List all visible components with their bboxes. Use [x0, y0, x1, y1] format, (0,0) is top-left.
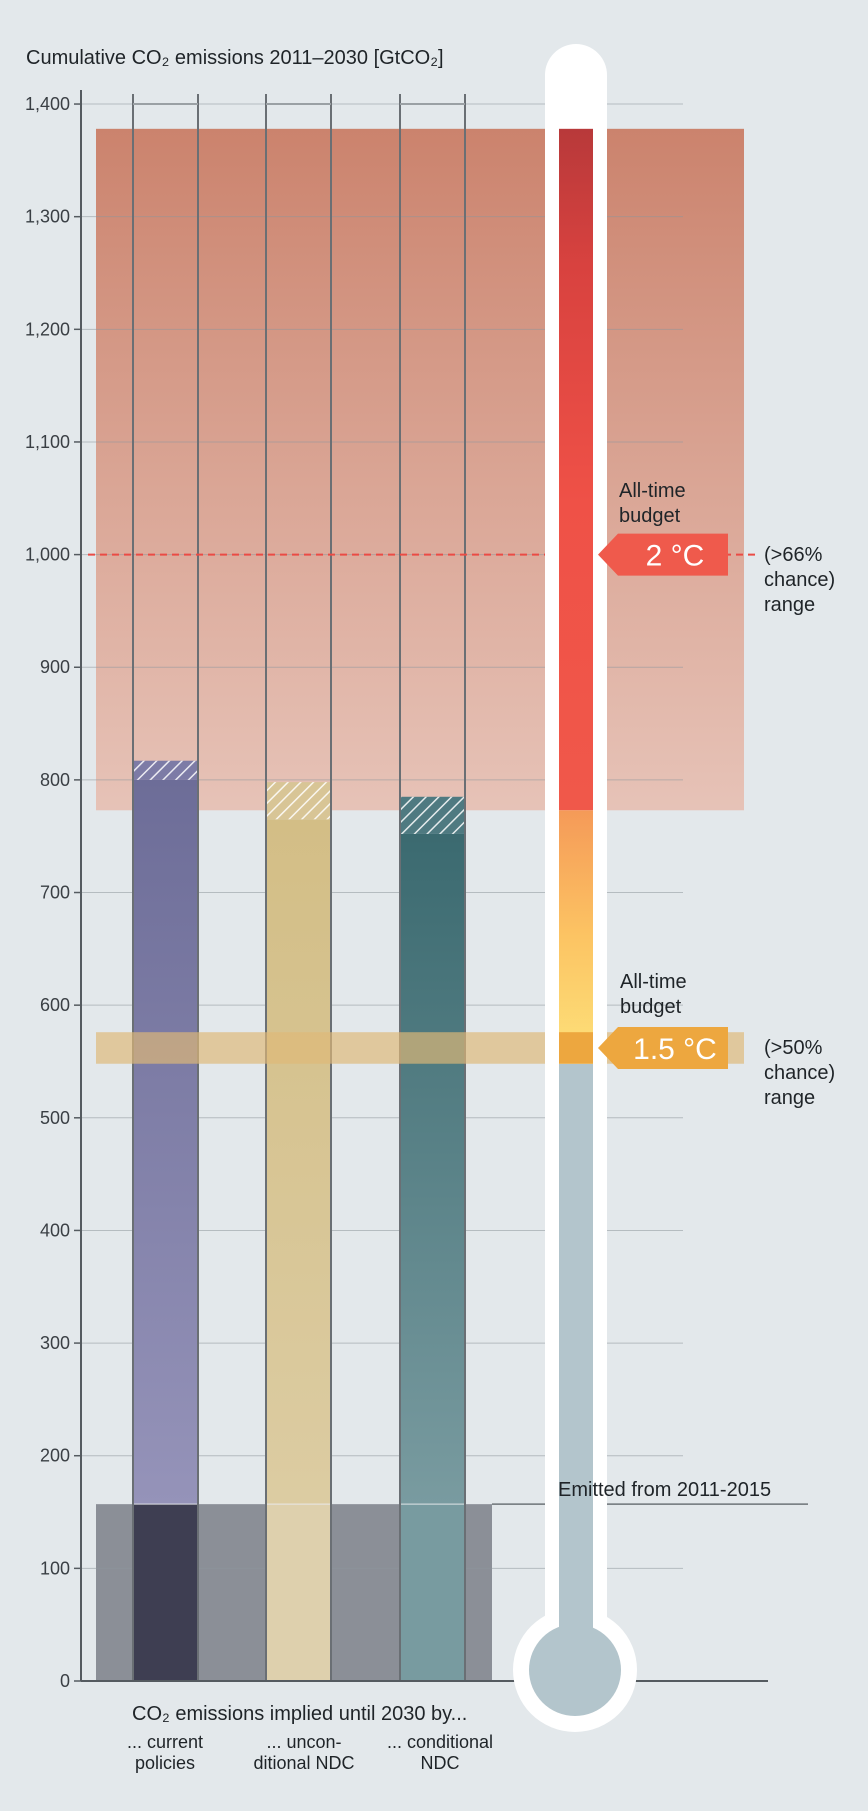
thermometer-fill-base	[559, 1063, 593, 1701]
category-label-0: policies	[135, 1753, 195, 1773]
budget-1-5c-label-line1: All-time	[620, 971, 687, 993]
budget-1-5c-range-line: chance)	[764, 1062, 835, 1084]
category-label-0: ... current	[127, 1732, 203, 1752]
y-tick-label: 700	[40, 883, 70, 903]
budget-2c-range-line: chance)	[764, 569, 835, 591]
x-axis-label: CO₂ emissions implied until 2030 by...	[132, 1703, 467, 1725]
y-tick-label: 800	[40, 770, 70, 790]
bar-base-1	[266, 1504, 331, 1681]
budget-2c-label-line1: All-time	[619, 480, 686, 502]
y-tick-label: 600	[40, 995, 70, 1015]
y-tick-label: 0	[60, 1671, 70, 1691]
bar-1	[266, 819, 331, 1505]
budget-2c-label-line2: budget	[619, 505, 681, 527]
bar-base-2	[400, 1504, 465, 1681]
bar-range-hatch-1	[266, 782, 331, 820]
bar-range-hatch-2	[400, 796, 465, 834]
bar-2	[400, 833, 465, 1505]
thermometer-fill-orange	[559, 810, 593, 1064]
category-label-2: ... conditional	[387, 1732, 493, 1752]
thermometer-layer: 2 °C 1.5 °C	[513, 44, 728, 1732]
thermometer-fill-1-5c	[559, 1032, 593, 1064]
bars-layer	[132, 94, 466, 1681]
bar-0	[133, 779, 198, 1505]
y-tick-label: 500	[40, 1108, 70, 1128]
budget-1-5c-range-line: (>50%	[764, 1037, 823, 1059]
budget-2c-range-line: (>66%	[764, 544, 823, 566]
badge-2c-label: 2 °C	[646, 540, 705, 573]
y-tick-label: 900	[40, 657, 70, 677]
labels-layer: All-time budget (>66% chance) range All-time b…	[127, 480, 835, 1773]
y-tick-label: 1,200	[25, 319, 70, 339]
category-label-1: ... uncon-	[266, 1732, 341, 1752]
badge-1-5c	[598, 1026, 728, 1069]
y-tick-label: 400	[40, 1220, 70, 1240]
bar-range-hatch-0	[133, 760, 198, 780]
emitted-label: Emitted from 2011-2015	[558, 1479, 771, 1501]
category-label-2: NDC	[421, 1753, 460, 1773]
budget-2c-band	[96, 128, 744, 811]
badge-2c	[598, 533, 728, 576]
thermometer-fill-red	[559, 128, 593, 811]
y-tick-label: 1,300	[25, 207, 70, 227]
y-tick-label: 100	[40, 1558, 70, 1578]
budget-1-5c-range-line: range	[764, 1087, 815, 1109]
thermometer-bulb	[529, 1624, 621, 1716]
budget-1-5c-label-line2: budget	[620, 996, 682, 1018]
budget-2c-range-line: range	[764, 594, 815, 616]
y-tick-label: 1,400	[25, 94, 70, 114]
chart-title: Cumulative CO₂ emissions 2011–2030 [GtCO…	[26, 47, 444, 69]
category-label-1: ditional NDC	[253, 1753, 354, 1773]
badge-1-5c-label: 1.5 °C	[633, 1033, 717, 1066]
y-tick-label: 1,000	[25, 545, 70, 565]
y-tick-label: 1,100	[25, 432, 70, 452]
bar-base-0	[133, 1504, 198, 1681]
y-tick-label: 200	[40, 1446, 70, 1466]
y-tick-label: 300	[40, 1333, 70, 1353]
